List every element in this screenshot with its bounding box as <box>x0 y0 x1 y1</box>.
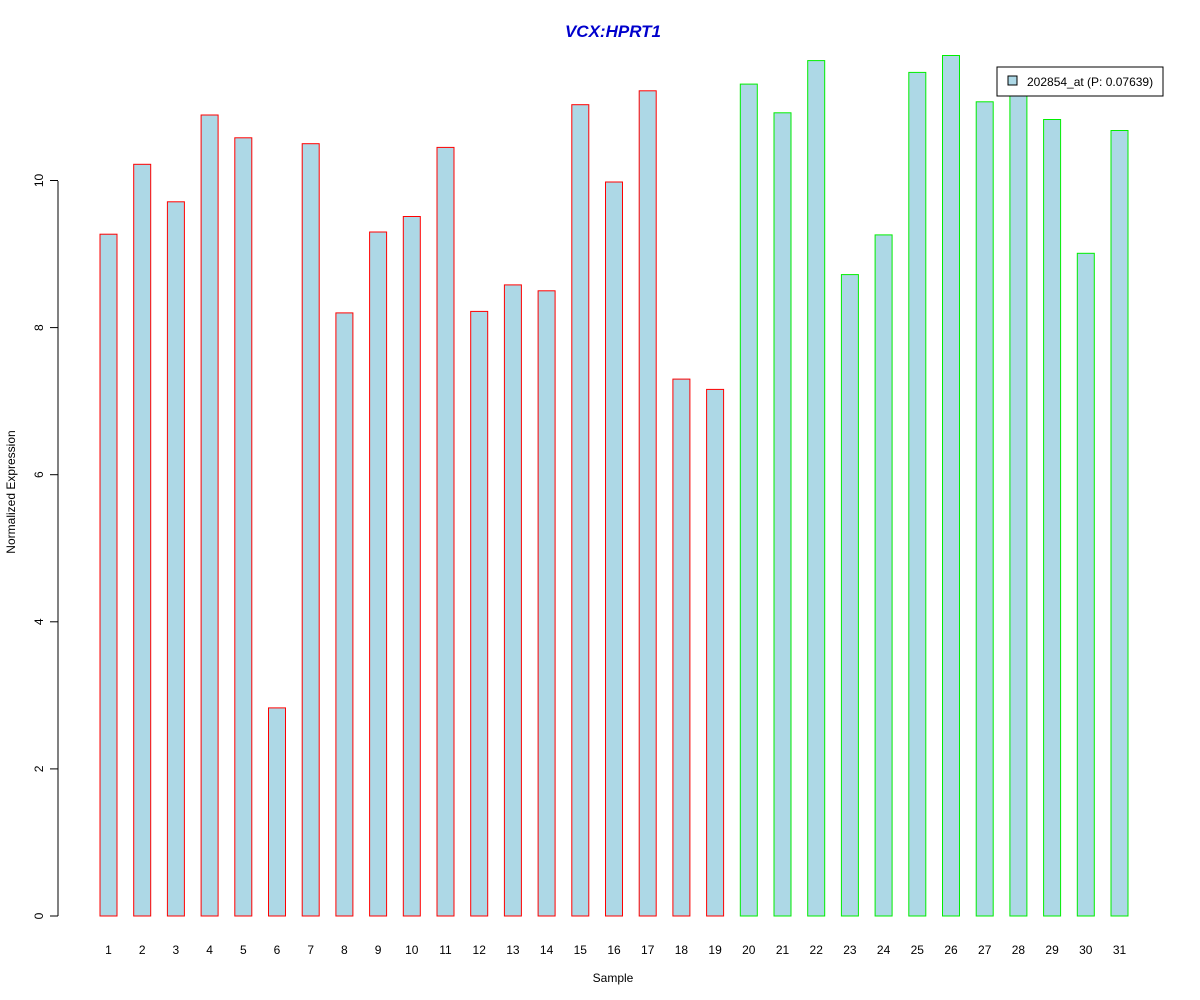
x-tick-label: 2 <box>139 943 146 957</box>
x-tick-label: 29 <box>1045 943 1059 957</box>
x-tick-label: 12 <box>473 943 487 957</box>
bar-sample-30 <box>1076 252 1095 917</box>
bar-sample-26 <box>942 55 960 917</box>
bar-sample-14 <box>537 290 556 917</box>
bar-sample-28 <box>1009 87 1028 917</box>
bar-sample-22 <box>807 60 826 917</box>
x-tick-label: 10 <box>405 943 419 957</box>
x-tick-label: 24 <box>877 943 891 957</box>
bar-sample-11 <box>436 146 455 917</box>
bar-sample-19 <box>706 388 725 917</box>
bar-sample-16 <box>605 181 623 917</box>
y-tick-label: 2 <box>32 765 46 772</box>
x-tick-label: 16 <box>607 943 621 957</box>
x-tick-label: 8 <box>341 943 348 957</box>
x-tick-label: 26 <box>944 943 958 957</box>
x-tick-label: 17 <box>641 943 655 957</box>
legend-swatch <box>1007 75 1018 86</box>
x-tick-label: 18 <box>675 943 689 957</box>
bar-sample-9 <box>369 231 388 917</box>
bar-sample-24 <box>874 234 893 917</box>
bar-sample-15 <box>571 104 590 917</box>
y-axis-ticks: 0 2 4 6 8 10 <box>32 174 58 919</box>
x-tick-label: 23 <box>843 943 857 957</box>
x-tick-label: 30 <box>1079 943 1093 957</box>
bar-sample-29 <box>1043 119 1062 917</box>
bar-sample-27 <box>975 101 994 917</box>
legend-label: 202854_at (P: 0.07639) <box>1027 75 1153 89</box>
x-tick-label: 20 <box>742 943 756 957</box>
x-tick-label: 3 <box>173 943 180 957</box>
bars-group <box>99 55 1129 917</box>
bar-sample-3 <box>166 201 185 917</box>
legend: 202854_at (P: 0.07639) <box>996 66 1164 97</box>
bar-sample-18 <box>672 378 691 917</box>
bar-sample-2 <box>133 163 152 917</box>
x-tick-label: 22 <box>810 943 824 957</box>
y-axis-label: Normalized Expression <box>4 430 18 553</box>
x-tick-label: 4 <box>206 943 213 957</box>
bar-sample-21 <box>773 112 792 917</box>
bar-sample-5 <box>234 137 253 917</box>
x-tick-label: 21 <box>776 943 790 957</box>
y-tick-label: 8 <box>32 324 46 331</box>
x-tick-label: 31 <box>1113 943 1127 957</box>
bar-sample-1 <box>99 233 118 917</box>
x-tick-label: 6 <box>274 943 281 957</box>
bar-sample-4 <box>200 114 219 917</box>
y-tick-label: 10 <box>32 174 46 188</box>
x-tick-label: 25 <box>911 943 925 957</box>
x-tick-label: 13 <box>506 943 520 957</box>
x-tick-label: 9 <box>375 943 382 957</box>
bar-sample-10 <box>402 216 421 917</box>
x-axis-tick-labels: 1 2 3 4 5 6 7 8 9 10 11 12 13 14 15 16 17 18 19 20 21 22 23 24 2… <box>105 943 1126 957</box>
bar-sample-23 <box>840 274 859 917</box>
x-tick-label: 5 <box>240 943 247 957</box>
x-tick-label: 7 <box>307 943 314 957</box>
bar-sample-12 <box>470 310 489 917</box>
legend-box <box>996 66 1164 97</box>
bar-sample-13 <box>503 284 522 917</box>
x-tick-label: 27 <box>978 943 992 957</box>
x-tick-label: 1 <box>105 943 112 957</box>
bar-sample-20 <box>739 83 758 917</box>
x-tick-label: 28 <box>1012 943 1026 957</box>
bar-sample-6 <box>268 707 286 917</box>
x-tick-label: 11 <box>439 943 452 957</box>
x-axis-label: Sample <box>593 971 634 985</box>
x-tick-label: 19 <box>708 943 722 957</box>
y-tick-label: 6 <box>32 471 46 478</box>
bar-sample-31 <box>1110 130 1129 917</box>
bar-sample-8 <box>335 312 354 917</box>
x-tick-label: 15 <box>574 943 588 957</box>
y-tick-label: 4 <box>32 618 46 625</box>
bar-sample-17 <box>638 90 657 917</box>
bar-sample-7 <box>301 143 320 917</box>
chart-title: VCX:HPRT1 <box>565 22 661 41</box>
x-tick-label: 14 <box>540 943 554 957</box>
y-tick-label: 0 <box>32 912 46 919</box>
bar-sample-25 <box>908 71 927 917</box>
